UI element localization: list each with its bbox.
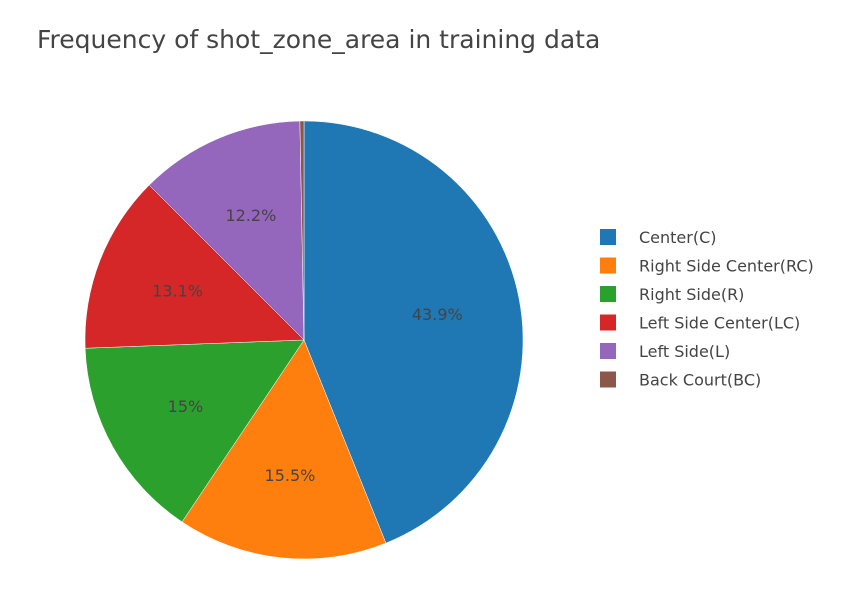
legend-item-left-side-center-lc[interactable]: Left Side Center(LC)	[600, 314, 800, 333]
legend-swatch	[600, 371, 616, 388]
slice-percent-label: 12.2%	[225, 206, 276, 225]
pie-slice-right-side-r[interactable]	[84, 339, 305, 523]
legend-swatch	[600, 314, 616, 331]
legend-swatch	[600, 229, 616, 245]
pie-slices	[84, 120, 524, 560]
pie-slice-right-side-center-rc[interactable]	[181, 339, 387, 560]
pie-slice-left-side-l[interactable]	[148, 120, 305, 341]
slice-percent-label: 13.1%	[152, 281, 203, 300]
slice-percent-label: 15%	[168, 397, 204, 416]
pie-slice-left-side-center-lc[interactable]	[84, 184, 305, 349]
legend-label: Back Court(BC)	[639, 371, 761, 390]
legend-label: Right Side(R)	[639, 285, 744, 304]
legend-label: Center(C)	[639, 228, 717, 247]
chart-title: Frequency of shot_zone_area in training …	[37, 25, 600, 54]
slice-percent-label: 15.5%	[265, 466, 316, 485]
slice-percent-label: 43.9%	[412, 305, 463, 324]
pie-slice-labels: 43.9% 15.5% 15% 13.1% 12.2%	[152, 206, 463, 485]
pie-slice-center-c[interactable]	[303, 120, 524, 544]
legend-item-right-side-r[interactable]: Right Side(R)	[600, 285, 744, 304]
legend-label: Left Side Center(LC)	[639, 314, 800, 333]
legend-swatch	[600, 343, 616, 359]
legend-item-right-side-center-rc[interactable]: Right Side Center(RC)	[600, 257, 814, 276]
legend-swatch	[600, 257, 616, 274]
legend-item-back-court-bc[interactable]: Back Court(BC)	[600, 371, 761, 390]
legend-label: Right Side Center(RC)	[639, 257, 814, 276]
legend-label: Left Side(L)	[639, 342, 730, 361]
pie-slice-back-court-bc[interactable]	[299, 120, 305, 341]
legend-item-center-c[interactable]: Center(C)	[600, 228, 717, 247]
legend: Center(C) Right Side Center(RC) Right Side…	[600, 228, 814, 390]
legend-item-left-side-l[interactable]: Left Side(L)	[600, 342, 730, 361]
legend-swatch	[600, 286, 616, 302]
